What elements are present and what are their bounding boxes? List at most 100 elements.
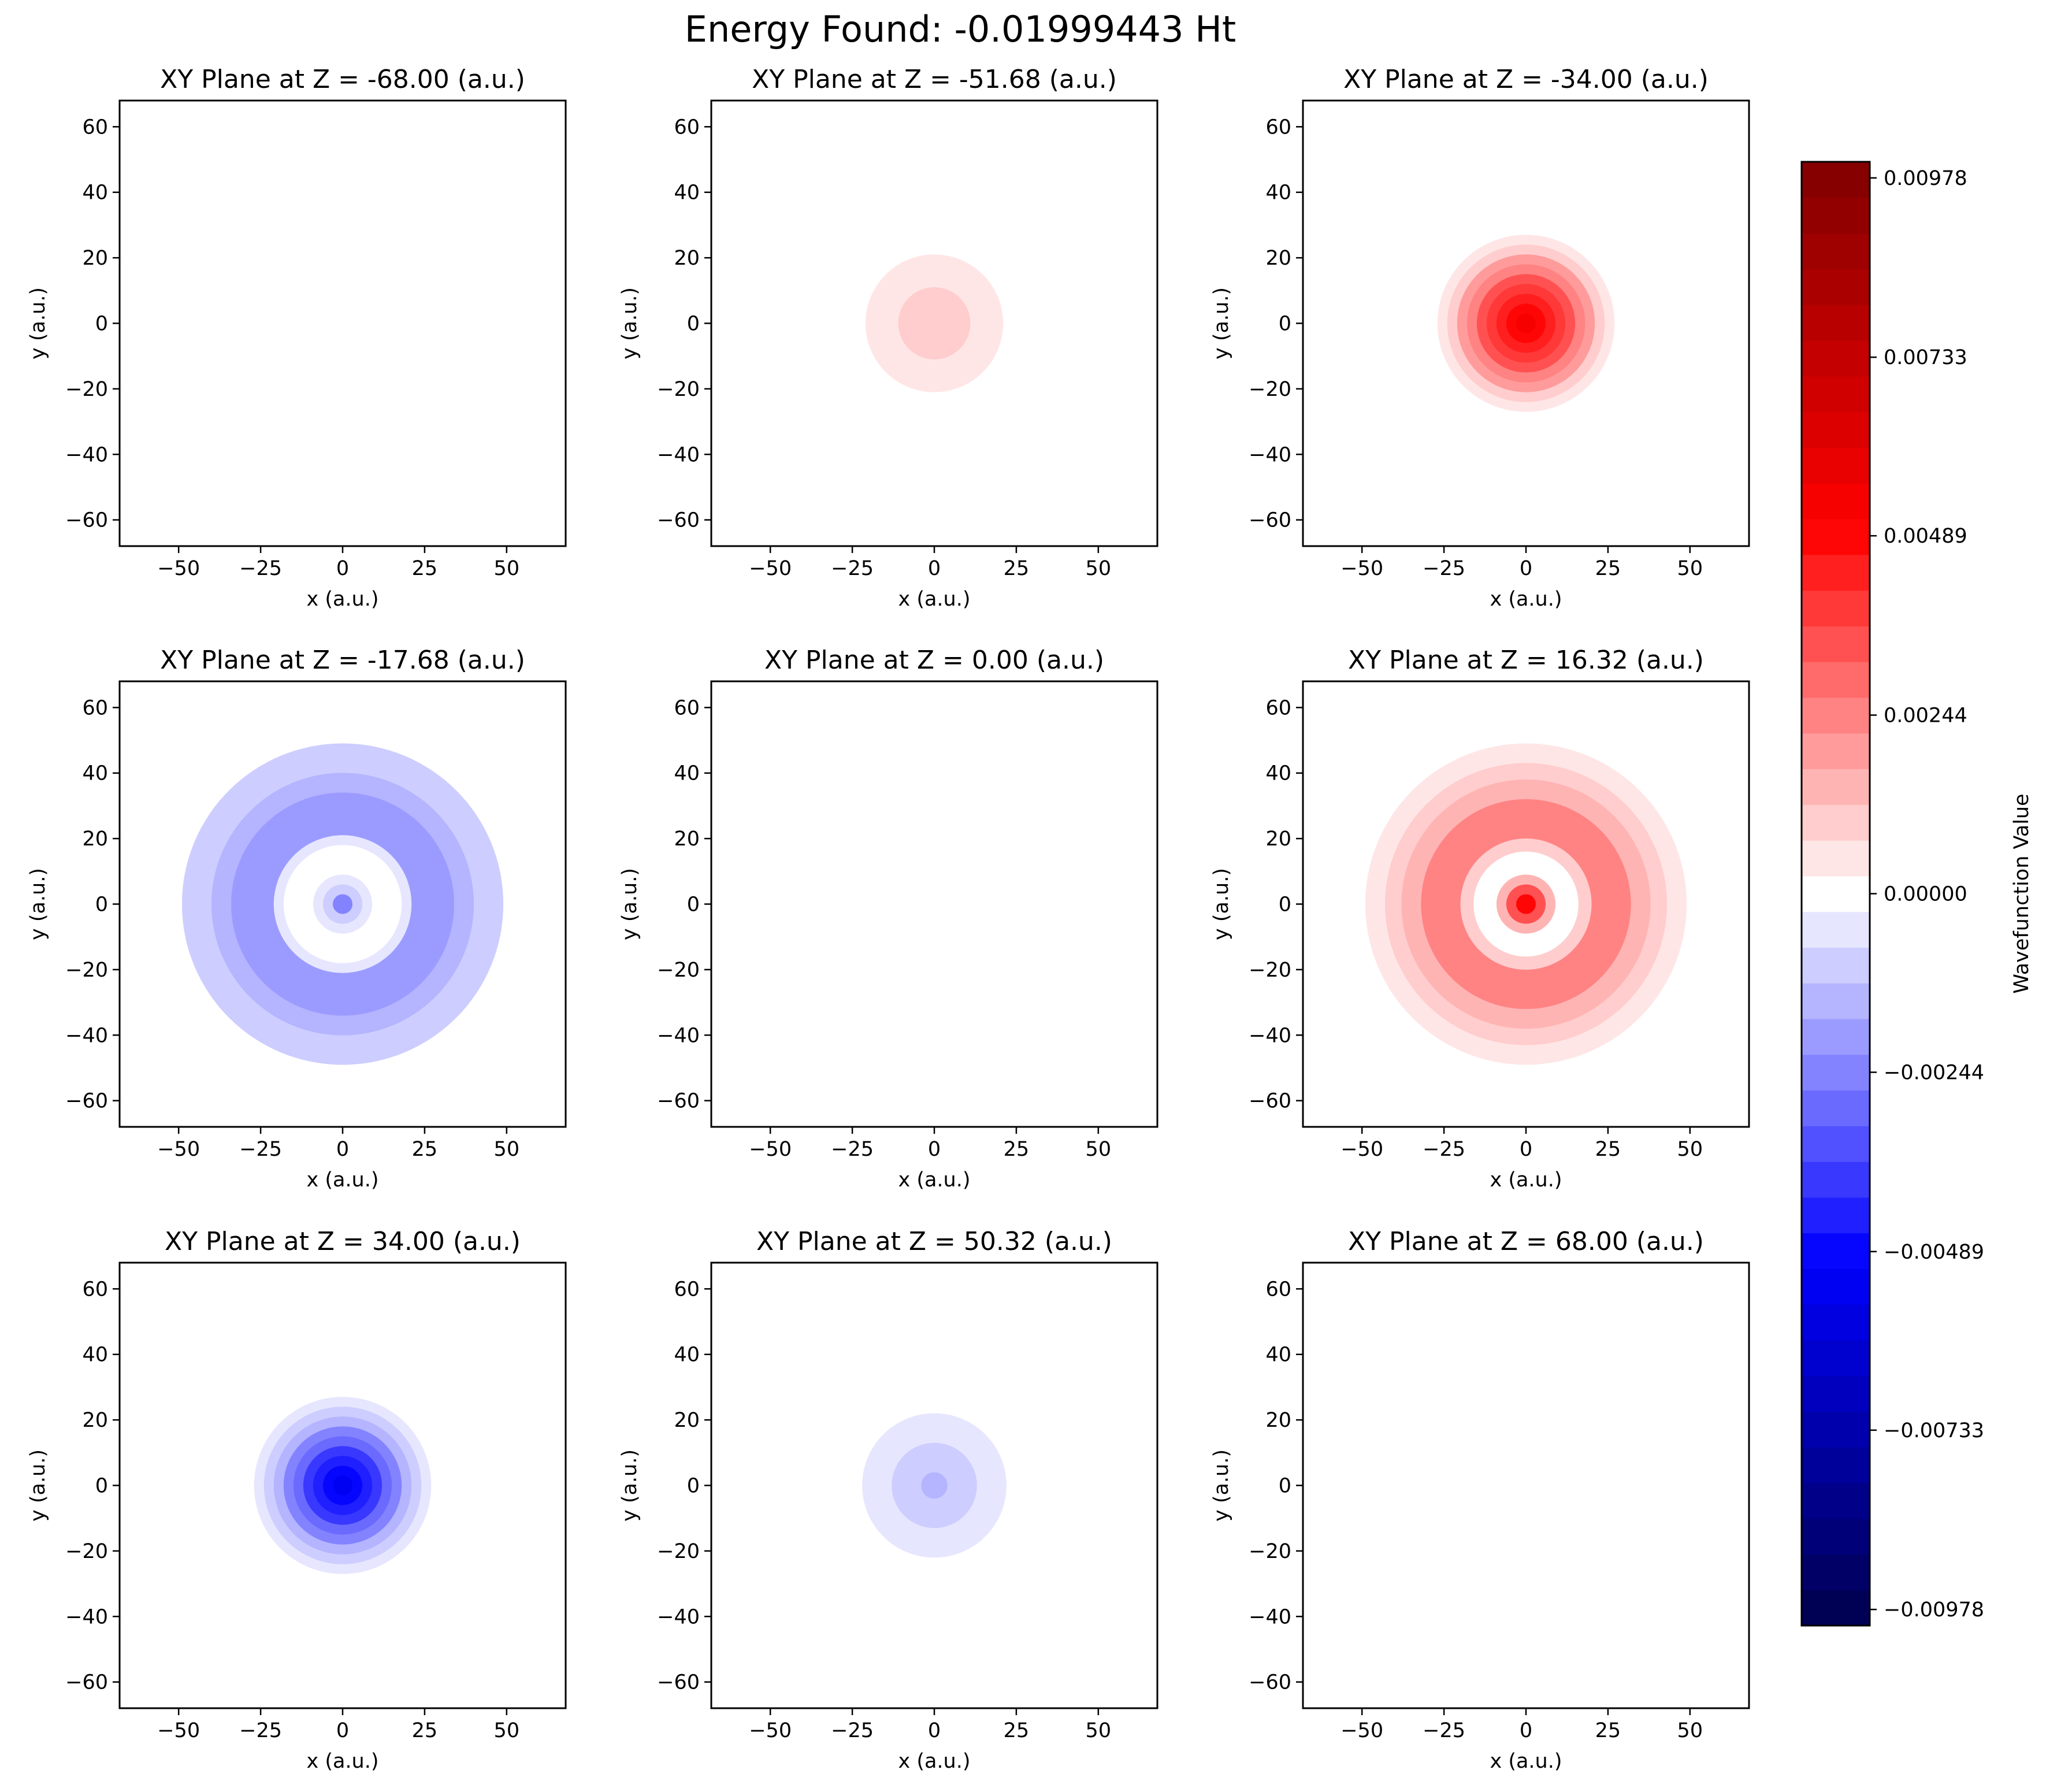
colorbar-segment [1802,1126,1870,1162]
colorbar-segment [1802,518,1870,555]
x-tick-label: 0 [928,1138,941,1161]
contour-band [332,894,353,914]
y-tick-label: −40 [1249,1024,1291,1047]
x-tick-label: −50 [1341,1138,1383,1161]
plot-area [711,1263,1157,1708]
colorbar-segment [1802,554,1870,591]
y-tick-label: −20 [65,1540,108,1563]
y-axis-label: y (a.u.) [1210,287,1233,359]
y-tick-label: −20 [657,959,700,982]
colorbar-segment [1802,1554,1870,1591]
plot-area [1303,101,1749,546]
y-tick-label: −60 [65,509,108,532]
x-tick-label: −50 [1341,557,1383,580]
x-axis-label: x (a.u.) [898,1168,970,1192]
y-tick-label: 60 [1265,116,1291,139]
y-tick-label: 20 [82,1409,108,1432]
y-tick-label: 0 [687,313,700,336]
x-tick-label: 0 [928,557,941,580]
contour-band [921,1472,948,1499]
y-tick-label: 40 [1265,762,1291,785]
x-tick-label: −25 [239,557,282,580]
colorbar-segment [1802,804,1870,841]
y-tick-label: −40 [1249,1605,1291,1628]
y-tick-label: −20 [657,1540,700,1563]
x-tick-label: −50 [749,1138,792,1161]
y-axis-label: y (a.u.) [1210,1449,1233,1522]
x-tick-label: 25 [412,1138,438,1161]
x-tick-label: −25 [831,557,874,580]
contour-band [1516,894,1536,914]
x-axis-label: x (a.u.) [898,1750,970,1773]
y-tick-label: −40 [65,1605,108,1628]
colorbar-segment [1802,982,1870,1019]
y-axis-label: y (a.u.) [27,868,50,940]
y-tick-label: 60 [82,116,108,139]
y-tick-label: 60 [1265,696,1291,719]
y-tick-label: 20 [1265,828,1291,851]
y-tick-label: −60 [1249,509,1291,532]
y-tick-label: 40 [82,1344,108,1367]
x-tick-label: 25 [1004,1719,1030,1742]
plot-area [120,101,566,546]
y-tick-label: 0 [687,893,700,917]
panel-title: XY Plane at Z = 16.32 (a.u.) [1348,645,1704,675]
colorbar-segment [1802,1590,1870,1626]
colorbar-segment [1802,1090,1870,1126]
panel-title: XY Plane at Z = -68.00 (a.u.) [160,65,525,94]
x-tick-label: −25 [239,1138,282,1161]
y-tick-label: 20 [82,828,108,851]
x-tick-label: 25 [412,1719,438,1742]
x-tick-label: −25 [239,1719,282,1742]
x-tick-label: 25 [1595,557,1621,580]
x-tick-label: 0 [336,557,349,580]
panel-2: −50 −25 0 25 50 −60 −40 −20 0 20 40 60 XY Plane at Z… [618,65,1158,611]
colorbar-label: Wavefunction Value [2010,793,2033,993]
colorbar-segment [1802,1375,1870,1412]
y-tick-label: 0 [95,313,108,336]
x-tick-label: 25 [412,557,438,580]
panel-7: −50 −25 0 25 50 −60 −40 −20 0 20 40 60 XY Plane at Z… [27,1227,567,1773]
panel-8: −50 −25 0 25 50 −60 −40 −20 0 20 40 60 XY Plane at Z… [618,1227,1158,1773]
panel-6: −50 −25 0 25 50 −60 −40 −20 0 20 40 60 XY Plane at Z… [1210,645,1750,1192]
y-tick-label: 60 [674,116,700,139]
panel-title: XY Plane at Z = 34.00 (a.u.) [165,1227,521,1256]
colorbar-segment [1802,1482,1870,1519]
colorbar-segment [1802,1304,1870,1341]
inner-lobe-sector [877,839,940,904]
y-tick-label: 0 [95,1475,108,1498]
y-tick-label: 20 [1265,247,1291,270]
y-tick-label: 60 [82,696,108,719]
colorbar-segment [1802,1197,1870,1234]
colorbar-segment [1802,1018,1870,1055]
plot-area [120,1263,566,1708]
inner-lobe-sector [934,887,1000,937]
colorbar: 0.00978 0.00733 0.00489 0.00244 0.00000 −0.00… [1800,161,2033,1627]
x-tick-label: −50 [749,557,792,580]
y-tick-label: 40 [674,181,700,205]
colorbar-segment [1802,376,1870,413]
y-tick-label: 60 [674,1278,700,1301]
x-tick-label: −25 [1423,1138,1465,1161]
lobe-sector [903,904,1157,1127]
contour-band [332,1475,353,1496]
y-tick-label: 40 [82,181,108,205]
colorbar-segment [1802,162,1870,198]
y-tick-label: −60 [657,1090,700,1113]
colorbar-segment [1802,1447,1870,1483]
x-tick-label: 0 [336,1138,349,1161]
x-tick-label: −25 [831,1138,874,1161]
colorbar-segment [1802,340,1870,377]
plot-area [711,101,1157,546]
y-tick-label: 60 [1265,1278,1291,1301]
colorbar-segment [1802,1518,1870,1555]
x-tick-label: 50 [494,557,520,580]
contour-band [1516,313,1536,333]
y-tick-label: 40 [674,762,700,785]
y-tick-label: 40 [1265,181,1291,205]
y-axis-label: y (a.u.) [618,1449,641,1522]
figure-title: Energy Found: -0.01999443 Ht [685,8,1236,50]
x-tick-label: 0 [1520,1138,1532,1161]
x-axis-label: x (a.u.) [1490,1750,1562,1773]
